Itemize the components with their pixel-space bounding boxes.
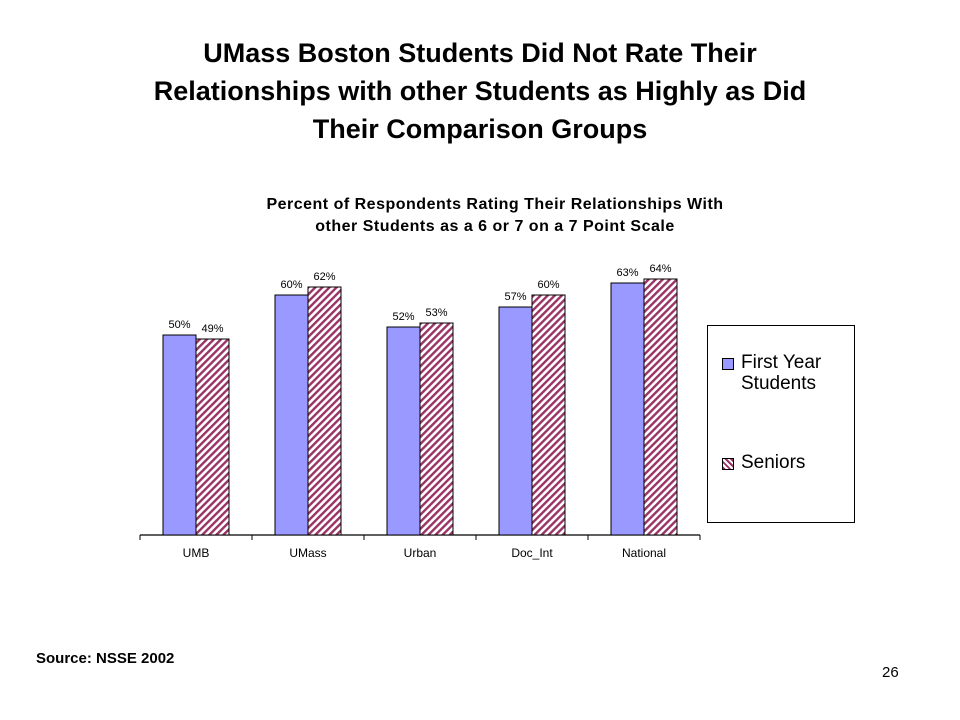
data-label-seniors: 49% bbox=[201, 323, 223, 335]
chart-title-line: Percent of Respondents Rating Their Rela… bbox=[266, 196, 724, 213]
x-tick-label: Doc_Int bbox=[511, 546, 553, 560]
data-label-first-year: 50% bbox=[168, 319, 190, 331]
source-note: Source: NSSE 2002 bbox=[36, 650, 175, 667]
chart-title: Percent of Respondents Rating Their Rela… bbox=[150, 194, 840, 238]
legend-swatch-seniors bbox=[722, 458, 734, 470]
plot-area: 50% 49% UMB 60% 62% UMass 52% 53% Urban 57% 60% Doc… bbox=[139, 263, 701, 560]
x-tick-label: UMB bbox=[183, 546, 210, 560]
data-label-first-year: 60% bbox=[280, 279, 302, 291]
x-tick-label: National bbox=[622, 546, 666, 560]
bar-first-year bbox=[610, 282, 645, 536]
bar-seniors bbox=[419, 322, 454, 536]
data-label-seniors: 53% bbox=[425, 307, 447, 319]
bar-first-year bbox=[498, 306, 533, 536]
slide-title: UMass Boston Students Did Not Rate Their… bbox=[40, 34, 920, 148]
data-label-first-year: 52% bbox=[392, 311, 414, 323]
slide-title-line: Their Comparison Groups bbox=[312, 114, 648, 144]
slide-title-line: UMass Boston Students Did Not Rate Their bbox=[203, 38, 757, 68]
data-label-first-year: 57% bbox=[504, 291, 526, 303]
slide-title-line: Relationships with other Students as Hig… bbox=[153, 76, 807, 106]
x-tick-label: UMass bbox=[289, 546, 326, 560]
x-tick-label: Urban bbox=[404, 546, 437, 560]
data-label-first-year: 63% bbox=[616, 267, 638, 279]
legend-swatch-first-year bbox=[722, 358, 734, 370]
page-number: 26 bbox=[882, 664, 899, 681]
bar-seniors bbox=[643, 278, 678, 536]
data-label-seniors: 60% bbox=[537, 279, 559, 291]
bar-seniors bbox=[531, 294, 566, 536]
data-label-seniors: 62% bbox=[313, 271, 335, 283]
legend: First Year Students Seniors bbox=[707, 325, 855, 523]
bar-first-year bbox=[274, 294, 309, 536]
bar-seniors bbox=[307, 286, 342, 536]
legend-item-first-year: First Year Students bbox=[722, 352, 821, 394]
chart-title-line: other Students as a 6 or 7 on a 7 Point … bbox=[315, 218, 675, 235]
bar-seniors bbox=[195, 338, 230, 536]
bar-first-year bbox=[162, 334, 197, 536]
legend-label-seniors: Seniors bbox=[741, 452, 806, 473]
legend-item-seniors: Seniors bbox=[722, 452, 805, 473]
bar-first-year bbox=[386, 326, 421, 536]
legend-label-first-year: First Year Students bbox=[741, 352, 822, 394]
data-label-seniors: 64% bbox=[649, 263, 671, 275]
